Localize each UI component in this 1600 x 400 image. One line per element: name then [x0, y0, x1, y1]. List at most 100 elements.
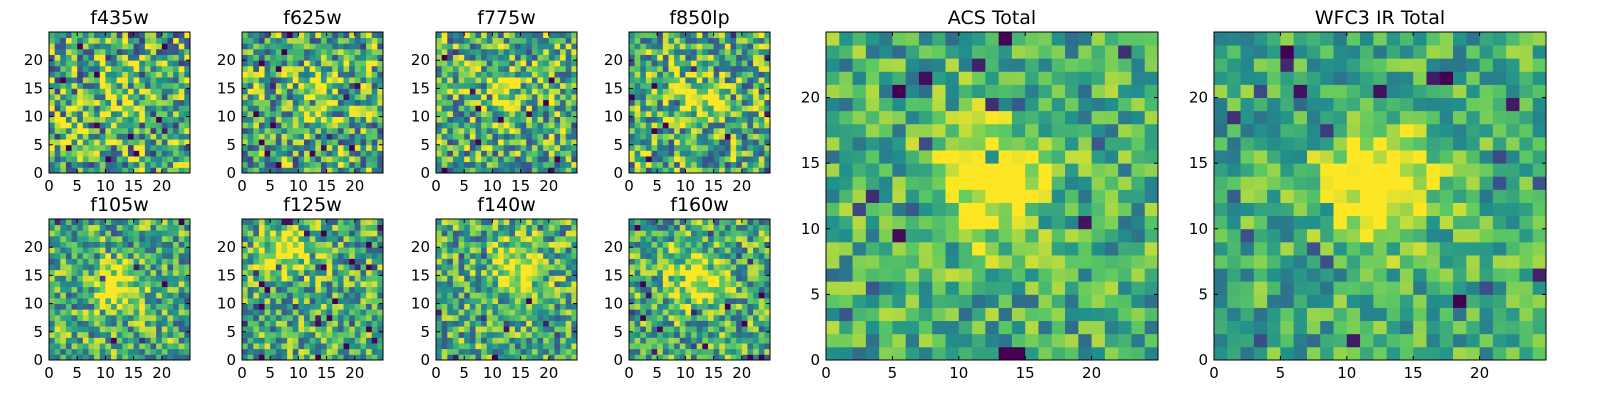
heatmap-cell: [543, 337, 550, 344]
heatmap-cell: [571, 127, 578, 134]
heatmap-cell: [161, 275, 168, 282]
heatmap-cell: [554, 219, 561, 226]
heatmap-cell: [758, 348, 765, 355]
heatmap-cell: [150, 292, 157, 299]
heatmap-cell: [736, 150, 743, 157]
heatmap-cell: [242, 94, 249, 101]
heatmap-cell: [662, 331, 669, 338]
heatmap-cell: [343, 94, 350, 101]
heatmap-cell: [719, 292, 726, 299]
heatmap-cell: [178, 54, 185, 61]
heatmap-cell: [526, 37, 533, 44]
heatmap-cell: [94, 343, 101, 350]
heatmap-cell: [253, 144, 260, 151]
heatmap-cell: [184, 219, 191, 226]
heatmap-cell: [71, 354, 78, 361]
heatmap-cell: [469, 348, 476, 355]
heatmap-cell: [77, 94, 84, 101]
heatmap-cell: [354, 77, 361, 84]
heatmap-cell: [320, 144, 327, 151]
heatmap-cell: [571, 32, 578, 39]
heatmap-cell: [674, 82, 681, 89]
heatmap-cell: [167, 326, 174, 333]
heatmap-cell: [436, 241, 443, 248]
heatmap-cell: [270, 252, 277, 259]
heatmap-cell: [320, 94, 327, 101]
heatmap-cell: [49, 331, 56, 338]
heatmap-cell: [111, 247, 118, 254]
heatmap-cell: [509, 314, 516, 321]
heatmap-cell: [161, 43, 168, 50]
heatmap-cell: [49, 77, 56, 84]
heatmap-cell: [492, 258, 499, 265]
heatmap-cell: [571, 156, 578, 163]
heatmap-cell: [281, 320, 288, 327]
heatmap-cell: [304, 116, 311, 123]
heatmap-cell: [371, 54, 378, 61]
heatmap-cell: [99, 43, 106, 50]
heatmap-cell: [133, 286, 140, 293]
heatmap-cell: [184, 127, 191, 134]
heatmap-cell: [354, 343, 361, 350]
heatmap-cell: [452, 77, 459, 84]
heatmap-cell: [127, 224, 134, 231]
heatmap-cell: [662, 88, 669, 95]
heatmap-cell: [77, 354, 84, 361]
heatmap-cell: [651, 127, 658, 134]
heatmap-cell: [481, 314, 488, 321]
heatmap-cell: [469, 144, 476, 151]
heatmap-cell: [281, 235, 288, 242]
heatmap-cell: [640, 167, 647, 174]
heatmap-cell: [537, 252, 544, 259]
heatmap-cell: [173, 337, 180, 344]
heatmap-cell: [469, 354, 476, 361]
heatmap-cell: [713, 348, 720, 355]
heatmap-cell: [475, 65, 482, 72]
heatmap-cell: [144, 252, 151, 259]
heatmap-cell: [452, 71, 459, 78]
heatmap-cell: [371, 77, 378, 84]
heatmap-cell: [150, 116, 157, 123]
heatmap-cell: [105, 348, 112, 355]
heatmap-cell: [458, 241, 465, 248]
heatmap-cell: [531, 161, 538, 168]
heatmap-cell: [651, 54, 658, 61]
heatmap-cell: [640, 88, 647, 95]
heatmap-cell: [133, 99, 140, 106]
heatmap-cell: [275, 82, 282, 89]
heatmap-cell: [696, 133, 703, 140]
heatmap-cell: [702, 337, 709, 344]
heatmap-cell: [122, 150, 129, 157]
heatmap-cell: [514, 122, 521, 129]
heatmap-cell: [133, 337, 140, 344]
heatmap-cell: [156, 314, 163, 321]
heatmap-cell: [173, 43, 180, 50]
heatmap-cell: [696, 77, 703, 84]
heatmap-cell: [486, 309, 493, 316]
heatmap-cell: [270, 99, 277, 106]
heatmap-cell: [94, 247, 101, 254]
heatmap-cell: [275, 167, 282, 174]
heatmap-cell: [275, 303, 282, 310]
heatmap-cell: [560, 127, 567, 134]
heatmap-cell: [144, 337, 151, 344]
heatmap-cell: [475, 60, 482, 67]
heatmap-cell: [713, 314, 720, 321]
heatmap-cell: [94, 48, 101, 55]
heatmap-cell: [565, 94, 572, 101]
heatmap-cell: [531, 150, 538, 157]
heatmap-cell: [464, 133, 471, 140]
heatmap-cell: [724, 133, 731, 140]
heatmap-cell: [161, 133, 168, 140]
heatmap-cell: [475, 77, 482, 84]
heatmap-cell: [150, 54, 157, 61]
heatmap-cell: [287, 354, 294, 361]
heatmap-cell: [537, 337, 544, 344]
heatmap-cell: [629, 331, 636, 338]
heatmap-cell: [178, 269, 185, 276]
heatmap-cell: [242, 127, 249, 134]
heatmap-cell: [105, 71, 112, 78]
heatmap-cell: [315, 65, 322, 72]
heatmap-cell: [178, 43, 185, 50]
heatmap-cell: [178, 337, 185, 344]
